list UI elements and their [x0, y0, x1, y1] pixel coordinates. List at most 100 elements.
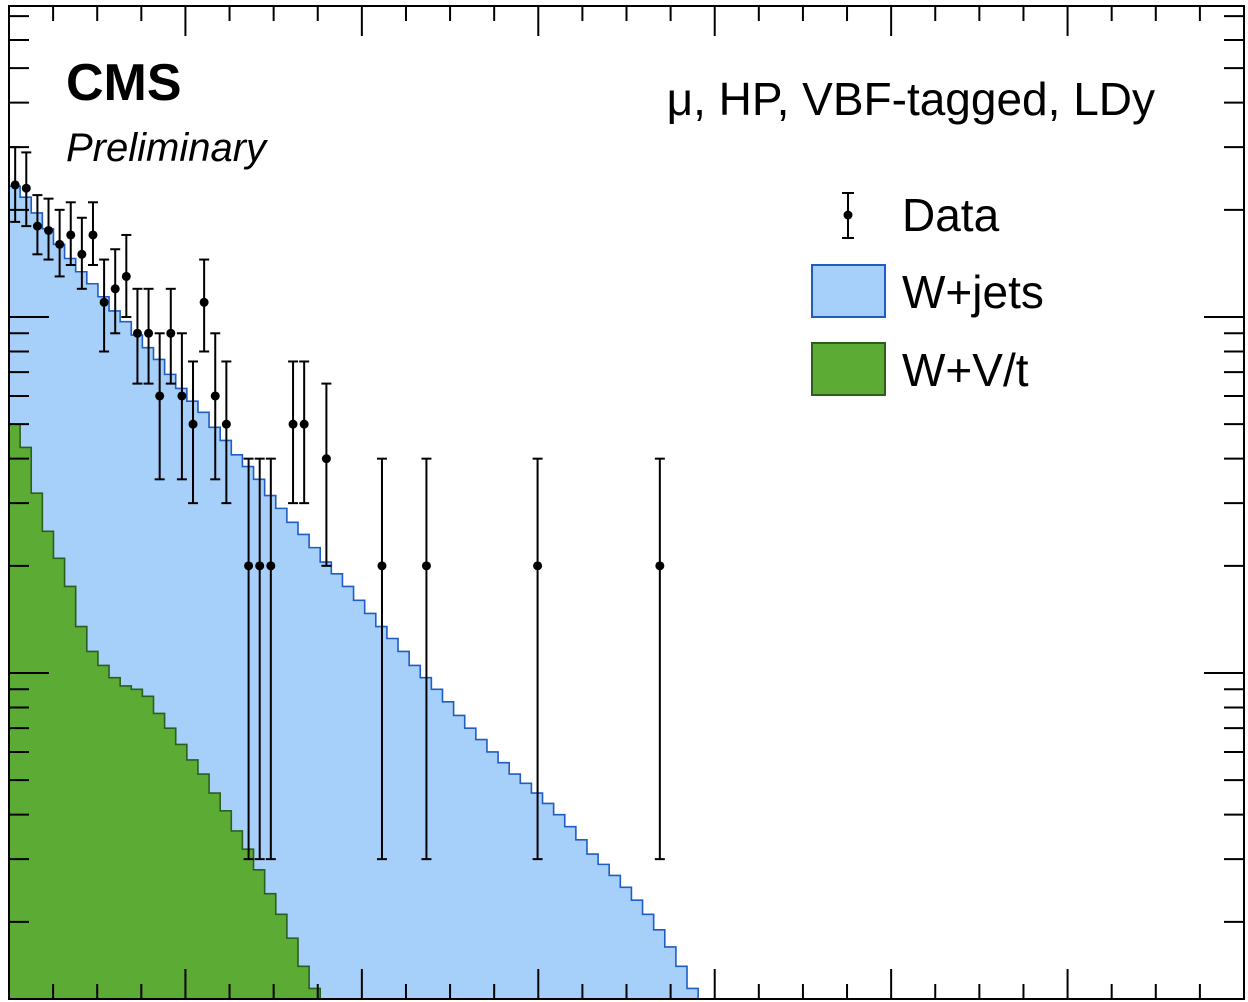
wjets-bin: [687, 988, 698, 999]
wjets-bin: [565, 827, 576, 999]
data-point: [288, 419, 298, 429]
wvt-bin: [76, 627, 87, 999]
legend-swatch-wjets: [811, 264, 886, 318]
wvt-bin: [209, 793, 220, 999]
data-point: [188, 419, 198, 429]
legend-label-data: Data: [902, 189, 1000, 241]
legend-label-wvt: W+V/t: [902, 344, 1029, 396]
wvt-bin: [276, 914, 287, 999]
legend-data-marker: [843, 210, 853, 220]
wjets-bin: [387, 639, 398, 999]
wvt-bin: [298, 966, 309, 999]
wjets-bin: [342, 586, 353, 999]
plot-frame: [8, 5, 1245, 1000]
wjets-bin: [487, 752, 498, 999]
data-point: [655, 561, 665, 571]
data-point: [21, 183, 31, 193]
wvt-bin: [9, 424, 20, 999]
data-point: [88, 230, 98, 240]
wjets-bin: [287, 522, 298, 999]
data-point: [77, 249, 87, 259]
data-point: [66, 230, 76, 240]
experiment-label: CMS: [66, 54, 182, 112]
wvt-bin: [231, 831, 242, 999]
data-point: [121, 271, 131, 281]
wvt-bin: [187, 760, 198, 999]
wjets-bin: [676, 966, 687, 999]
wjets-bin: [431, 689, 442, 999]
data-point: [199, 297, 209, 307]
wvt-bin: [120, 686, 131, 999]
wjets-bin: [465, 728, 476, 999]
legend: Data W+jets W+V/t: [811, 189, 1044, 396]
wvt-bin: [65, 586, 76, 999]
wjets-bin: [409, 665, 420, 999]
wjets-bin: [654, 930, 665, 999]
data-point: [55, 239, 65, 249]
wjets-bin: [609, 875, 620, 999]
data-point: [421, 561, 431, 571]
data-point: [377, 561, 387, 571]
wjets-bin: [509, 774, 520, 999]
data-point: [210, 391, 220, 401]
wvt-histogram: [8, 423, 322, 1000]
legend-item-wvt: W+V/t: [811, 342, 1029, 396]
wjets-bin: [331, 574, 342, 999]
data-point: [266, 561, 276, 571]
data-point: [299, 419, 309, 429]
wjets-bin: [520, 783, 531, 999]
wvt-bin: [287, 938, 298, 999]
wvt-bin: [98, 665, 109, 999]
wvt-area: [8, 423, 322, 1000]
wvt-bin: [42, 531, 53, 999]
wvt-bin: [165, 728, 176, 999]
data-point: [321, 454, 331, 464]
wvt-bin: [20, 447, 31, 999]
wjets-bin: [398, 651, 409, 999]
wjets-bin: [454, 715, 465, 999]
legend-swatch-wvt: [811, 342, 886, 396]
wjets-bin: [554, 815, 565, 999]
wvt-bin: [142, 696, 153, 999]
legend-label-wjets: W+jets: [902, 266, 1044, 318]
wjets-bin: [320, 562, 331, 999]
wvt-bin: [31, 493, 42, 999]
data-point: [221, 419, 231, 429]
wjets-bin: [587, 854, 598, 999]
data-point: [177, 391, 187, 401]
data-point: [99, 297, 109, 307]
data-point: [10, 180, 20, 190]
data-points: [10, 146, 665, 861]
wjets-bin: [620, 887, 631, 999]
data-point: [255, 561, 265, 571]
data-point: [44, 225, 54, 235]
wvt-bin: [131, 689, 142, 999]
wjets-bin: [598, 864, 609, 999]
category-label: μ, HP, VBF-tagged, LDy: [667, 73, 1155, 125]
wjets-bin: [354, 600, 365, 999]
wjets-bin: [442, 702, 453, 999]
wvt-bin: [53, 558, 64, 999]
legend-item-wjets: W+jets: [811, 264, 1044, 318]
data-point: [110, 284, 120, 294]
data-point: [155, 391, 165, 401]
wvt-bin: [109, 678, 120, 999]
data-point: [144, 328, 154, 338]
wjets-bin: [543, 803, 554, 999]
wvt-bin: [153, 713, 164, 999]
data-point: [533, 561, 543, 571]
legend-item-data: Data: [842, 189, 1000, 241]
wvt-bin: [254, 870, 265, 999]
data-point: [244, 561, 254, 571]
wjets-bin: [365, 613, 376, 999]
wjets-bin: [309, 548, 320, 999]
data-point: [166, 328, 176, 338]
wjets-bin: [631, 900, 642, 999]
wvt-bin: [198, 774, 209, 999]
status-label: Preliminary: [66, 126, 269, 170]
wjets-bin: [498, 763, 509, 999]
data-point: [32, 221, 42, 231]
wjets-bin: [298, 534, 309, 999]
wjets-bin: [576, 840, 587, 999]
